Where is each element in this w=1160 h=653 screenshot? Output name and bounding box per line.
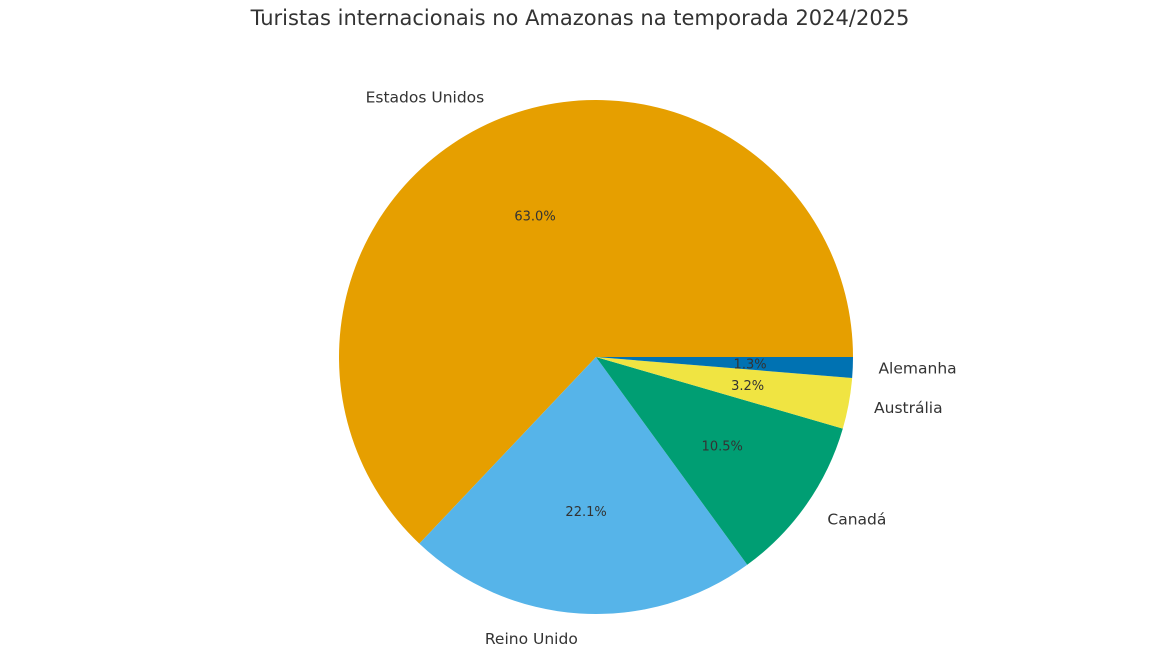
slice-percent-label: 63.0% bbox=[514, 209, 555, 224]
pie-slice-austrália bbox=[596, 357, 853, 429]
slice-percent-label: 1.3% bbox=[734, 357, 767, 372]
slice-percent-label: 3.2% bbox=[731, 379, 764, 394]
slice-percent-label: 22.1% bbox=[565, 505, 606, 520]
pie-slice-reino-unido bbox=[419, 357, 748, 615]
chart-title: Turistas internacionais no Amazonas na t… bbox=[250, 6, 910, 30]
slice-label: Alemanha bbox=[878, 360, 956, 378]
pie-slice-alemanha bbox=[596, 357, 853, 378]
slice-label: Reino Unido bbox=[485, 630, 578, 648]
pie-slice-estados-unidos bbox=[339, 99, 854, 544]
slice-percent-label: 10.5% bbox=[702, 440, 743, 455]
pie-slice-canadá bbox=[596, 357, 843, 565]
slice-label: Estados Unidos bbox=[366, 88, 485, 106]
slice-label: Canadá bbox=[827, 510, 886, 528]
slice-label: Austrália bbox=[874, 399, 943, 417]
